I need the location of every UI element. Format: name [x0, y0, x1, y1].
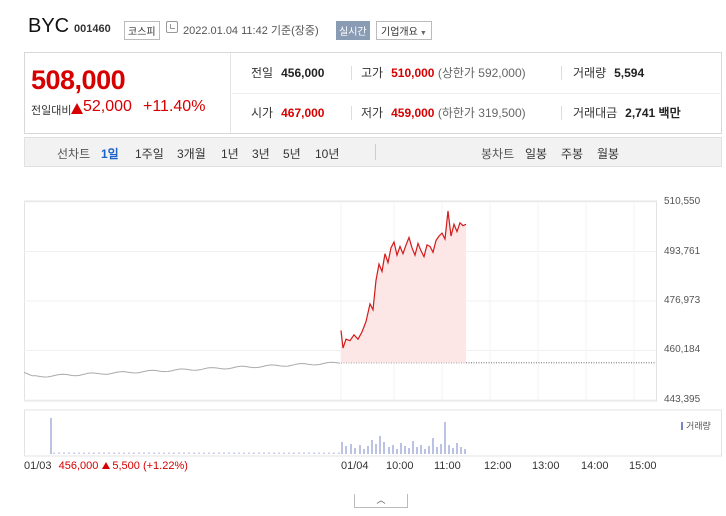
y-tick-label: 510,550 [664, 196, 701, 207]
tab-period-1d[interactable]: 1일 [101, 147, 119, 161]
volume-item: 거래량 5,594 [573, 66, 645, 80]
x-tick-label: 15:00 [629, 460, 657, 472]
tab-candle-day[interactable]: 일봉 [525, 147, 548, 161]
volume-legend: 거래량 [681, 419, 711, 432]
x-tick-label: 01/04 [341, 460, 369, 472]
chart-canvas [24, 200, 722, 457]
up-triangle-icon [71, 103, 83, 114]
today-price-line [340, 210, 467, 349]
y-tick-label: 460,184 [664, 344, 701, 356]
tab-candle-month[interactable]: 월봉 [597, 147, 620, 161]
tab-period-3y[interactable]: 3년 [252, 147, 270, 161]
company-overview-dropdown[interactable]: 기업개요 ▼ [376, 21, 432, 40]
clock-icon [166, 21, 178, 33]
prev-day-line [24, 361, 341, 378]
price-change-rate: +11.40% [143, 98, 206, 115]
collapse-button[interactable]: ︿ [354, 494, 408, 508]
chevron-down-icon: ▼ [419, 30, 427, 37]
x-tick-label: 13:00 [532, 460, 560, 472]
x-tick-label: 11:00 [434, 460, 461, 472]
y-tick-label: 443,395 [664, 394, 701, 405]
current-price-panel: 508,000 전일대비 52,000 +11.40% [25, 53, 231, 133]
tab-candle-week[interactable]: 주봉 [561, 147, 584, 161]
tab-period-3m[interactable]: 3개월 [177, 147, 206, 161]
amount-item: 거래대금 2,741 백만 [573, 106, 681, 120]
volume-plot-frame [24, 409, 722, 457]
y-tick-label: 493,761 [664, 245, 701, 257]
line-chart-label: 선차트 [57, 147, 91, 161]
prev-compare-label: 전일대비 [31, 105, 72, 117]
open-item: 시가 467,000 [251, 106, 325, 120]
x-tick-label: 12:00 [484, 460, 512, 472]
tab-period-5y[interactable]: 5년 [283, 147, 301, 161]
chart-tab-bar: 선차트 1일 1주일 3개월 1년 3년 5년 10년 봉차트 일봉 주봉 월봉 [24, 137, 722, 167]
price-summary: 508,000 전일대비 52,000 +11.40% 전일 456,000 고가… [24, 52, 722, 134]
prev-day-summary: 01/03 456,000 5,500 (+1.22%) [24, 460, 188, 472]
y-tick-label: 476,973 [664, 294, 701, 306]
prev-close-item: 전일 456,000 [251, 66, 325, 80]
price-change: 52,000 [83, 98, 132, 115]
chevron-up-icon: ︿ [376, 495, 386, 505]
current-price: 508,000 [31, 65, 126, 95]
candle-chart-label: 봉차트 [481, 147, 515, 161]
intraday-chart: 510,550 493,761 476,973 460,184 443,395 … [24, 188, 722, 488]
stock-name: BYC [28, 15, 70, 37]
x-tick-label: 10:00 [386, 460, 414, 472]
stock-header: BYC 001460 코스피 2022.01.04 11:42 기준(장중) 실… [0, 0, 726, 46]
up-triangle-icon [102, 462, 111, 469]
tab-period-1y[interactable]: 1년 [221, 147, 239, 161]
today-area-fill [341, 211, 466, 363]
x-tick-label: 14:00 [581, 460, 609, 472]
tab-period-10y[interactable]: 10년 [315, 147, 340, 161]
datetime-text: 2022.01.04 11:42 기준(장중) [183, 25, 319, 37]
tab-period-1w[interactable]: 1주일 [135, 147, 164, 161]
stock-code: 001460 [74, 23, 111, 35]
realtime-button[interactable]: 실시간 [336, 21, 370, 40]
low-item: 저가 459,000 (하한가 319,500) [361, 106, 526, 120]
market-badge: 코스피 [124, 21, 160, 40]
high-item: 고가 510,000 (상한가 592,000) [361, 66, 526, 80]
